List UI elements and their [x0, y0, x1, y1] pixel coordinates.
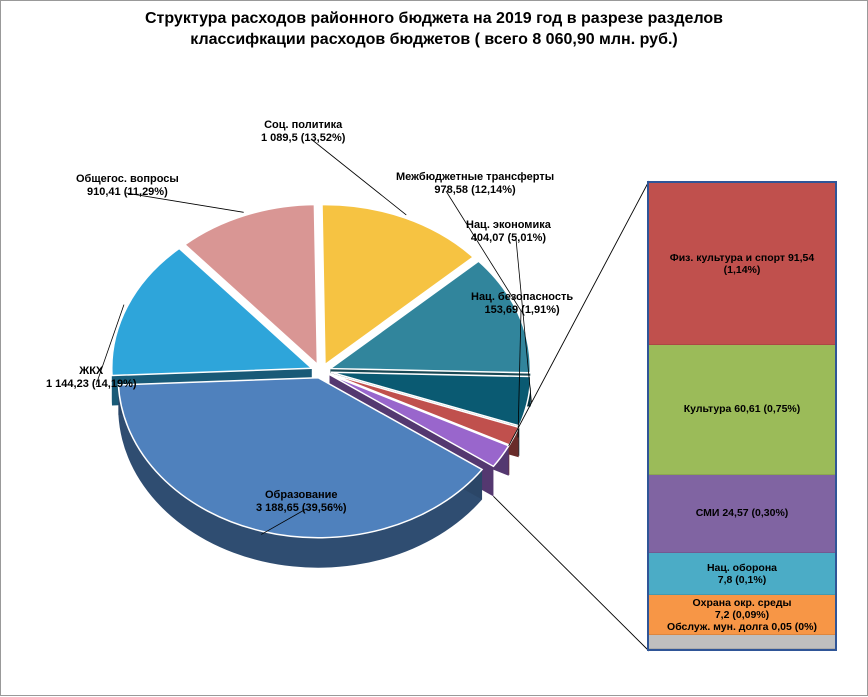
- bar-of-pie-stack: Физ. культура и спорт 91,54 (1,14%)Культ…: [647, 181, 837, 651]
- pie-slice: [185, 204, 318, 364]
- bar-segment: Физ. культура и спорт 91,54 (1,14%): [649, 183, 835, 345]
- pie-slice: [322, 205, 473, 365]
- chart-title-line2: классифкации расходов бюджетов ( всего 8…: [190, 31, 677, 48]
- pie-slice-label: Межбюджетные трансферты978,58 (12,14%): [396, 171, 554, 197]
- bar-segment: СМИ 24,57 (0,30%): [649, 475, 835, 554]
- budget-pie-chart: Структура расходов районного бюджета на …: [0, 0, 868, 696]
- bar-segment: Нац. оборона7,8 (0,1%): [649, 553, 835, 595]
- bar-segment: [649, 635, 835, 649]
- chart-title: Структура расходов районного бюджета на …: [1, 1, 867, 51]
- bar-segment: Охрана окр. среды7,2 (0,09%)Обслуж. мун.…: [649, 595, 835, 635]
- pie-slice: [330, 375, 509, 467]
- bar-segment: Культура 60,61 (0,75%): [649, 345, 835, 474]
- pie-slice-label: Соц. политика1 089,5 (13,52%): [261, 119, 345, 145]
- pie-slice-label: Нац. безопасность153,69 (1,91%): [471, 291, 573, 317]
- pie-slice-label: Нац. экономика404,07 (5,01%): [466, 219, 551, 245]
- pie-slice-label: Общегос. вопросы910,41 (11,29%): [76, 173, 179, 199]
- pie-slice-label: ЖКХ1 144,23 (14,19%): [46, 365, 137, 391]
- chart-title-line1: Структура расходов районного бюджета на …: [145, 10, 723, 27]
- pie-slice: [331, 372, 531, 426]
- pie-slice-label: Образование3 188,65 (39,56%): [256, 489, 347, 515]
- pie-slice: [112, 248, 312, 375]
- pie-slice: [330, 374, 518, 445]
